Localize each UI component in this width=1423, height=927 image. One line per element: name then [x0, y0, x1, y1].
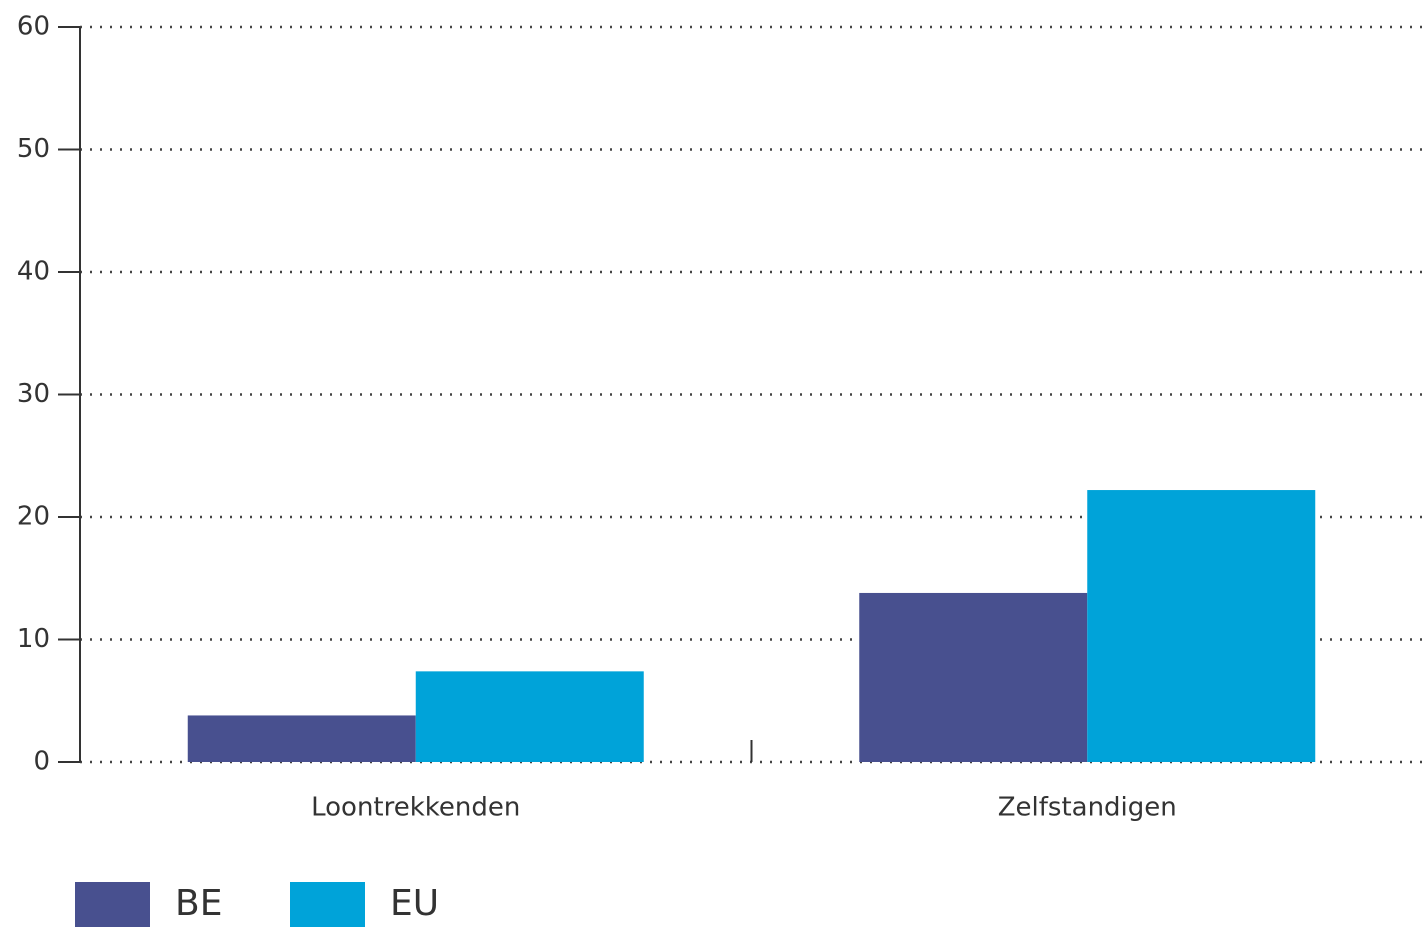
bar — [1087, 490, 1316, 762]
y-tick-label: 20 — [17, 502, 50, 532]
y-tick-label: 60 — [17, 12, 50, 42]
legend-label: EU — [390, 883, 439, 924]
x-tick-label: Zelfstandigen — [998, 793, 1177, 823]
bar — [415, 671, 644, 762]
y-tick-label: 10 — [17, 624, 50, 654]
legend-swatch — [75, 882, 150, 927]
legend-swatch — [290, 882, 365, 927]
y-tick-label: 30 — [17, 379, 50, 409]
x-tick-label: Loontrekkenden — [311, 793, 520, 823]
bar — [187, 715, 416, 762]
y-tick-label: 40 — [17, 257, 50, 287]
y-tick-label: 50 — [17, 134, 50, 164]
legend-label: BE — [175, 883, 222, 924]
y-tick-label: 0 — [33, 747, 50, 777]
bar — [859, 592, 1088, 762]
